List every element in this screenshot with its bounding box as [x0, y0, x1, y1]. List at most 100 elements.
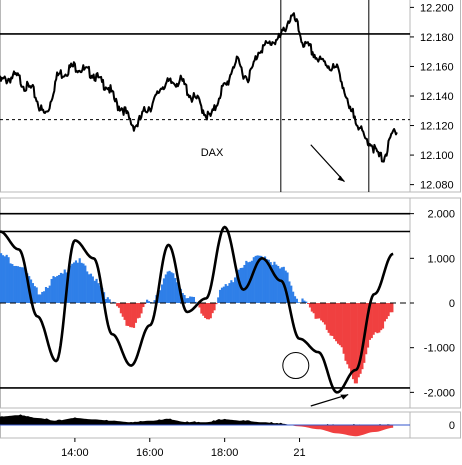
osc-line: [0, 225, 394, 394]
osc-histogram-bar: [73, 262, 76, 303]
osc-tick-label-0: 2.000: [427, 209, 455, 221]
osc-histogram-bar: [134, 303, 137, 323]
osc-histogram-bar: [383, 303, 386, 322]
osc-histogram-bar: [312, 303, 315, 314]
osc-histogram-bar: [16, 266, 20, 303]
osc-histogram-bar: [333, 303, 336, 339]
osc-histogram-bar: [59, 272, 63, 303]
osc-tick-label-3: -1.000: [424, 343, 455, 355]
osc-histogram-bar: [175, 282, 179, 303]
osc-histogram-bar: [194, 301, 197, 303]
osc-histogram-bar: [13, 265, 16, 303]
osc-histogram-bar: [41, 291, 44, 303]
osc-histogram-bar: [277, 265, 280, 303]
osc-histogram-bar: [340, 303, 343, 348]
osc-histogram-bar: [325, 303, 328, 330]
osc-histogram-bar: [262, 258, 265, 303]
osc-histogram-bar: [286, 272, 289, 303]
osc-histogram-bar: [293, 296, 297, 303]
osc-histogram-bar: [177, 285, 181, 303]
osc-histogram-bar: [164, 274, 167, 303]
osc-histogram-bar: [292, 291, 295, 303]
osc-histogram-bar: [127, 303, 130, 326]
osc-histogram-bar: [192, 296, 196, 303]
osc-histogram-bar: [162, 278, 166, 303]
price-line: [0, 12, 398, 163]
time-tick-label-2: 18:00: [211, 447, 239, 459]
osc-histogram-bar: [202, 303, 205, 316]
osc-histogram-bar: [189, 296, 192, 303]
osc-histogram-bar: [314, 303, 317, 319]
osc-histogram-bar: [224, 284, 227, 303]
osc-histogram-bar: [263, 256, 267, 303]
osc-histogram-bar: [33, 286, 36, 303]
osc-histogram-bar: [278, 268, 282, 303]
osc-histogram-bar: [350, 303, 353, 374]
osc-histogram-bar: [387, 303, 390, 317]
osc-histogram-bar: [308, 303, 312, 308]
osc-histogram-bar: [117, 303, 121, 308]
osc-histogram-bar: [348, 303, 351, 369]
osc-histogram-bar: [108, 299, 111, 303]
osc-histogram-bar: [267, 259, 270, 303]
osc-histogram-bar: [297, 302, 300, 303]
osc-histogram-bar: [29, 279, 33, 303]
osc-histogram-bar: [52, 276, 55, 303]
price-tick-label-0: 12.200: [420, 2, 454, 14]
osc-histogram-bar: [20, 267, 23, 303]
osc-histogram-bar: [205, 303, 209, 320]
osc-histogram-bar: [209, 303, 212, 319]
osc-histogram-bar: [116, 303, 119, 307]
osc-histogram-bar: [146, 299, 149, 303]
osc-histogram-bar: [243, 264, 246, 303]
osc-histogram-bar: [63, 269, 66, 303]
price-tick-label-2: 12.160: [420, 61, 454, 73]
price-panel-border: [0, 0, 461, 193]
osc-circle-annotation: [282, 352, 310, 380]
osc-histogram-bar: [215, 303, 218, 305]
osc-histogram-bar: [24, 267, 27, 303]
osc-histogram-bar: [104, 299, 108, 303]
osc-histogram-bar: [89, 273, 93, 303]
osc-histogram-bar: [316, 303, 319, 319]
osc-histogram-bar: [58, 274, 61, 303]
osc-histogram-bar: [61, 273, 64, 303]
osc-histogram-bar: [366, 303, 370, 348]
osc-histogram-bar: [361, 303, 364, 370]
osc-histogram-bar: [174, 278, 177, 303]
osc-histogram-bar: [230, 280, 233, 303]
osc-histogram-bar: [374, 303, 377, 333]
osc-histogram-bar: [307, 303, 310, 304]
osc-histogram-bar: [11, 264, 14, 303]
osc-histogram-bar: [376, 303, 379, 334]
price-panel: DAX 12.200 12.180 12.160 12.140 12.120 12.100…: [0, 0, 461, 193]
osc-histogram-bar: [119, 303, 122, 314]
osc-histogram-bar: [359, 303, 362, 374]
osc-histogram-bar: [138, 303, 141, 318]
osc-histogram-bar: [323, 303, 327, 325]
osc-histogram-bar: [3, 256, 6, 303]
osc-histogram-bar: [106, 297, 109, 303]
osc-tick-label-2: 0: [449, 298, 455, 310]
osc-histogram-bar: [288, 281, 291, 303]
osc-histogram-bar: [346, 303, 349, 365]
osc-histogram-bar: [241, 267, 244, 303]
osc-histogram-bar: [303, 300, 306, 303]
osc-histogram-bar: [305, 301, 308, 303]
osc-histogram-bar: [353, 303, 357, 384]
osc-histogram-bar: [351, 303, 355, 380]
time-axis: 14:00 16:00 18:00 21: [61, 438, 306, 459]
dax-label: DAX: [201, 147, 224, 159]
osc-histogram-bar: [213, 303, 216, 311]
osc-histogram-bar: [132, 303, 136, 328]
osc-histogram-bar: [123, 303, 126, 320]
osc-histogram-bar: [320, 303, 323, 321]
osc-histogram-bar: [80, 262, 83, 303]
osc-histogram-bar: [46, 287, 49, 303]
osc-histogram-bar: [172, 273, 175, 303]
osc-histogram-bar: [0, 253, 3, 303]
osc-histogram-bar: [76, 262, 79, 303]
osc-histogram-bar: [112, 301, 115, 303]
